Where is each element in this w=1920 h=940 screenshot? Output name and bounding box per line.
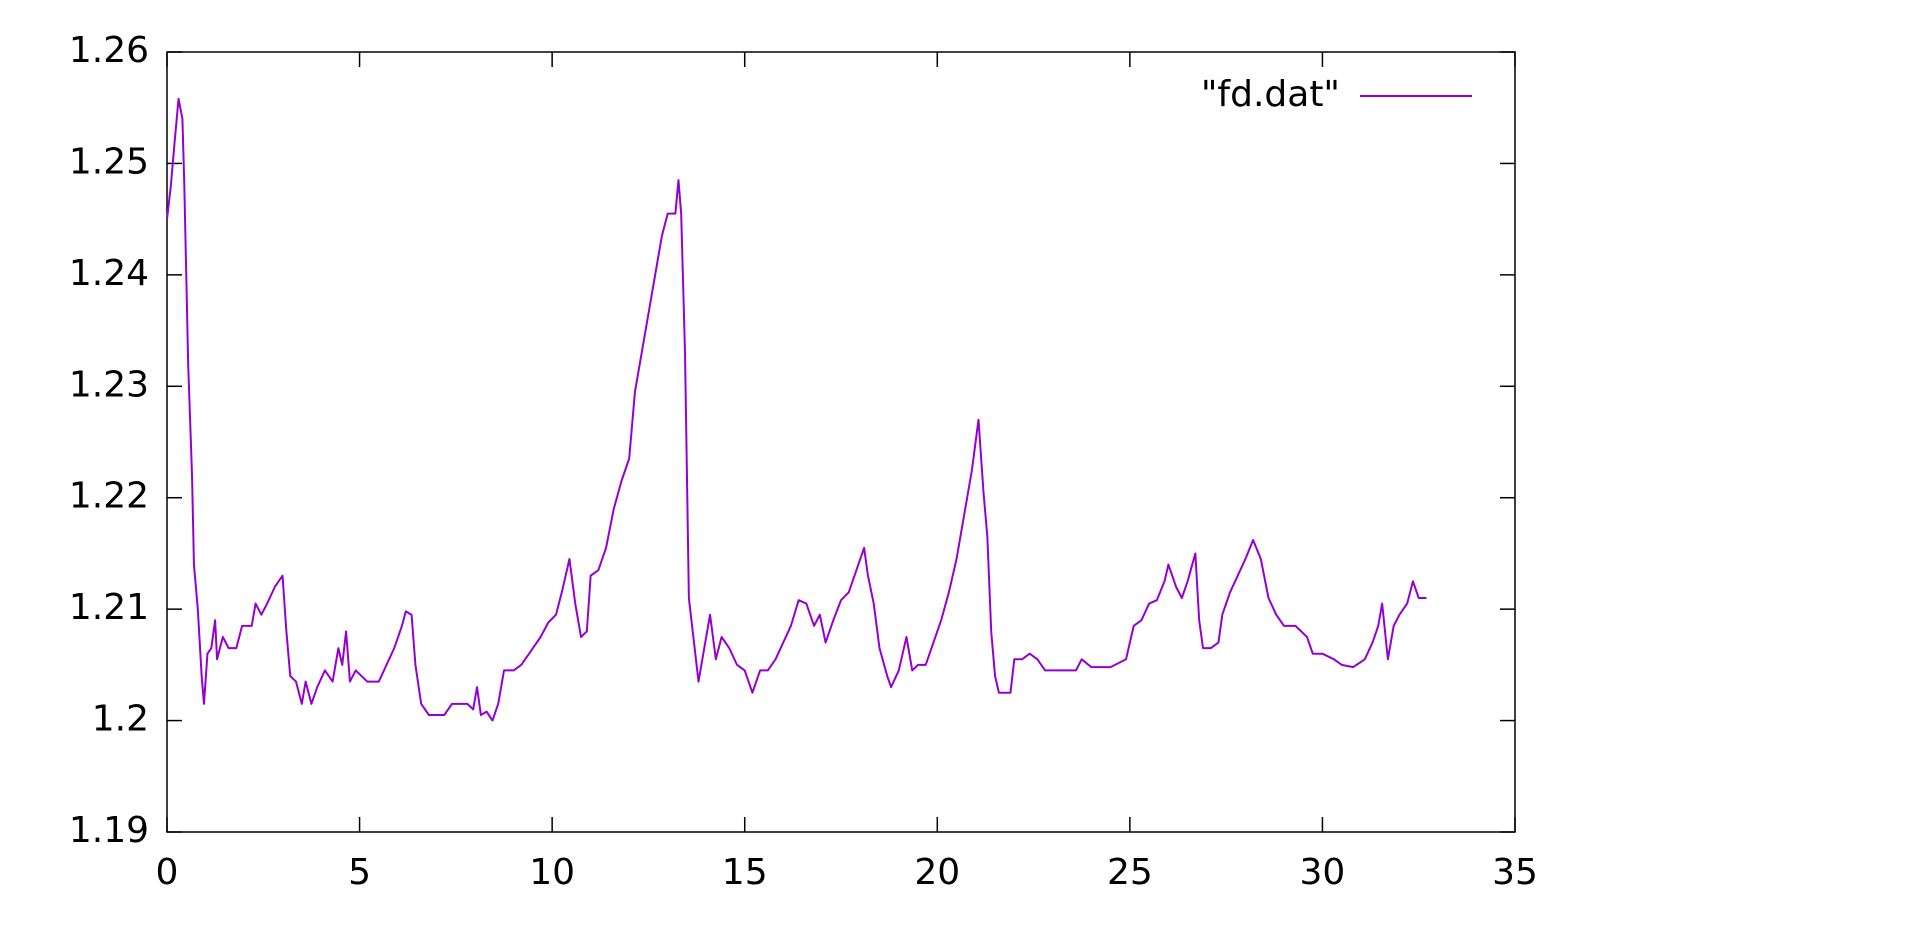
x-tick-label: 25 xyxy=(1107,852,1153,893)
x-tick-label: 30 xyxy=(1300,852,1346,893)
plot-border xyxy=(166,51,1516,833)
data-line xyxy=(166,97,1427,722)
legend-label: "fd.dat" xyxy=(1201,74,1340,115)
x-tick-label: 5 xyxy=(348,852,371,893)
x-tick-label: 35 xyxy=(1492,852,1538,893)
x-tick-label: 10 xyxy=(529,852,575,893)
y-tick-label: 1.2 xyxy=(92,699,149,740)
y-tick-label: 1.26 xyxy=(69,30,149,71)
y-tick-label: 1.24 xyxy=(69,253,149,294)
y-tick-label: 1.23 xyxy=(69,364,149,405)
x-tick-label: 15 xyxy=(722,852,768,893)
x-tick-label: 20 xyxy=(914,852,960,893)
y-tick-label: 1.19 xyxy=(69,810,149,851)
y-tick-label: 1.25 xyxy=(69,141,149,182)
x-tick-label: 0 xyxy=(156,852,179,893)
y-tick-label: 1.22 xyxy=(69,476,149,517)
y-tick-label: 1.21 xyxy=(69,587,149,628)
